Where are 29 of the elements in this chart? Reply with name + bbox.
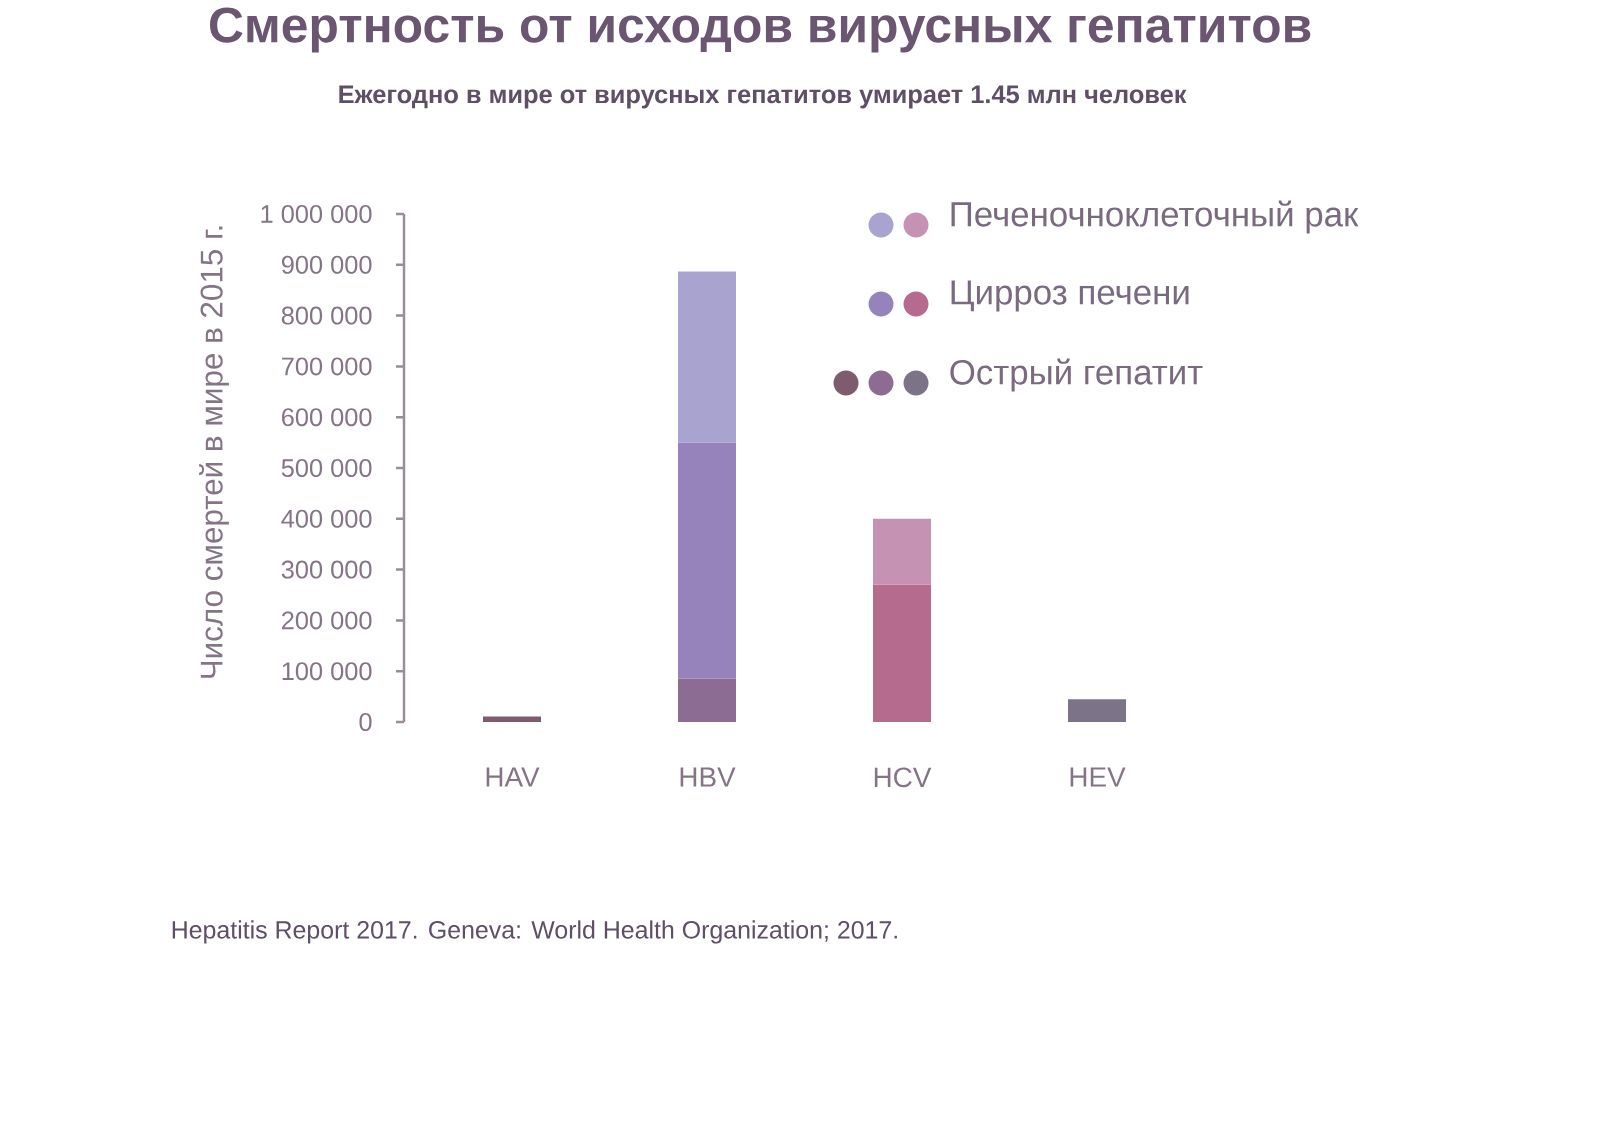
y-tick-label: 900 000 <box>281 255 372 274</box>
x-tick-label: HAV <box>486 767 540 787</box>
chart-subtitle: Ежегодно в мире от вирусных гепатитов умирает 1.45 млн человек <box>339 85 1187 109</box>
x-tick-label: HCV <box>874 767 932 788</box>
bar <box>1068 699 1127 722</box>
bar <box>873 518 932 585</box>
y-tick-label: 400 000 <box>281 509 372 528</box>
y-tick-label: 200 000 <box>282 611 372 630</box>
legend-label: Острый гепатит <box>950 358 1203 392</box>
bar <box>678 442 736 679</box>
y-tick-label: 0 <box>359 713 372 732</box>
y-tick-label: 700 000 <box>282 357 372 376</box>
bar <box>483 716 542 722</box>
y-tick-label: 1 000 000 <box>261 204 372 224</box>
legend-label: Цирроз печени <box>951 280 1189 312</box>
x-tick-label: HEV <box>1070 767 1126 787</box>
legend-label: Печеночноклеточный рак <box>951 200 1359 234</box>
y-tick-label: 800 000 <box>281 306 372 325</box>
y-tick-label: 600 000 <box>282 408 372 427</box>
y-tick-label: 300 000 <box>281 560 372 579</box>
chart-title: Смертность от исходов вирусных гепатитов <box>209 7 1311 53</box>
x-tick-label: HBV <box>680 767 736 787</box>
text: Hepatitis Report 2017. Geneva: World Health Organization; 2017. <box>172 920 897 944</box>
y-axis-title: Число смертей в мире в 2015 г. <box>199 226 229 678</box>
bar <box>678 678 736 722</box>
bar <box>678 271 736 443</box>
bar <box>873 584 932 722</box>
y-tick-label: 100 000 <box>282 662 372 681</box>
y-tick-label: 500 000 <box>281 458 372 478</box>
